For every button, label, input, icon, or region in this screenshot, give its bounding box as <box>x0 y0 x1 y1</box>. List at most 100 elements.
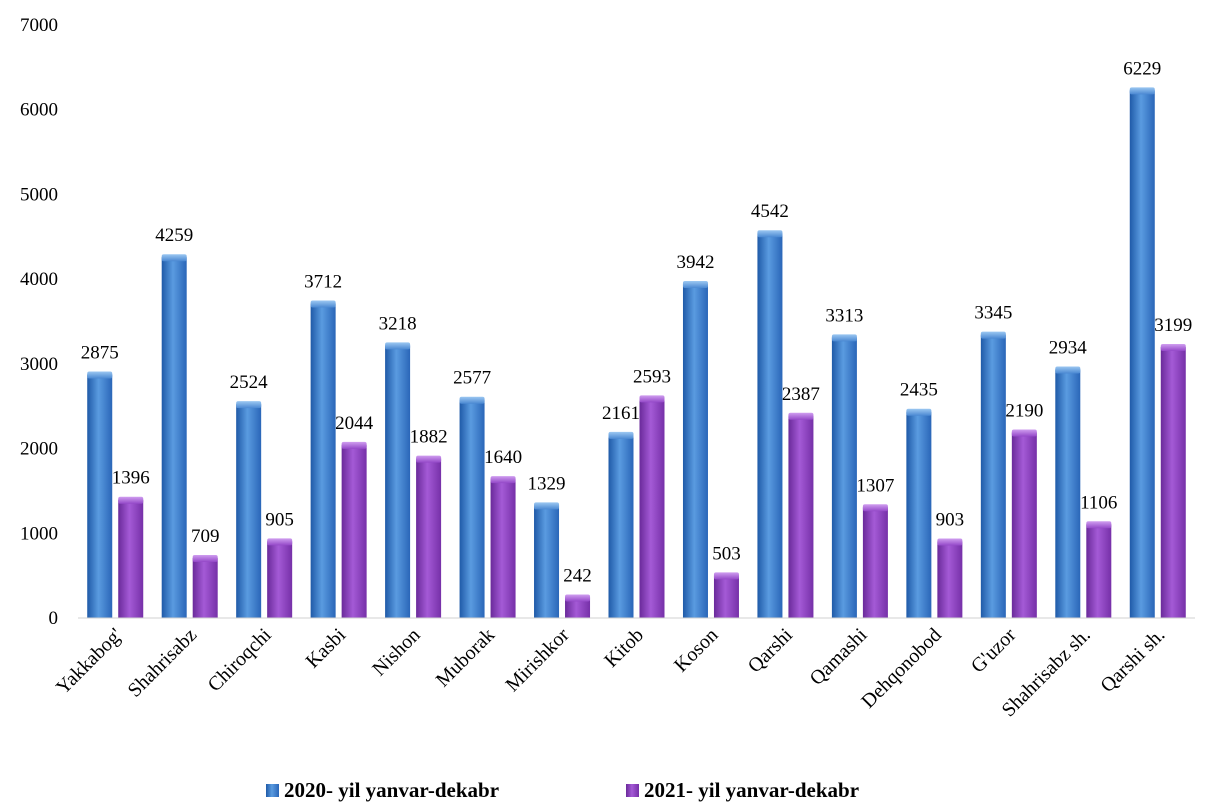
data-label: 709 <box>191 526 220 547</box>
bar-1 <box>937 538 963 618</box>
bar-cap <box>937 538 963 546</box>
legend-item: 2021- yil yanvar-dekabr <box>626 778 859 802</box>
data-label: 3199 <box>1154 315 1192 336</box>
bar-cap <box>534 502 560 510</box>
y-tick-label: 7000 <box>20 15 58 36</box>
data-label: 2190 <box>1005 400 1043 421</box>
bar-0 <box>310 300 336 618</box>
bar-body <box>906 411 932 618</box>
bar-1 <box>267 538 293 618</box>
bar-body <box>192 557 218 618</box>
data-label: 3942 <box>676 252 714 273</box>
y-tick-label: 0 <box>49 608 59 629</box>
x-tick-label: Mirishkor <box>501 624 573 696</box>
bar-body <box>980 334 1006 618</box>
bar-body <box>831 337 857 618</box>
bar-body <box>713 575 739 618</box>
bar-body <box>267 541 293 618</box>
bar-cap <box>980 331 1006 339</box>
data-label: 2934 <box>1049 337 1088 358</box>
data-label: 6229 <box>1123 58 1161 79</box>
x-tick-label: Kasbi <box>302 624 351 673</box>
bar-cap <box>1055 366 1081 374</box>
bar-body <box>118 499 144 618</box>
y-tick-label: 5000 <box>20 184 58 205</box>
bar-0 <box>831 334 857 618</box>
legend: 2020- yil yanvar-dekabr 2021- yil yanvar-… <box>266 778 859 802</box>
x-tick-label: Nishon <box>368 624 424 680</box>
bar-cap <box>565 594 591 602</box>
data-label: 2387 <box>782 384 820 405</box>
bar-cap <box>341 441 367 449</box>
bar-1 <box>118 496 144 618</box>
bar-cap <box>118 496 144 504</box>
bar-cap <box>267 538 293 546</box>
data-label: 1882 <box>410 427 448 448</box>
data-label: 1329 <box>528 473 566 494</box>
legend-swatch <box>266 784 279 797</box>
bar-cap <box>1129 87 1155 95</box>
data-label: 3345 <box>974 303 1012 324</box>
x-axis: Yakkabog'Shahrisabz Chiroqchi Kasbi Nishon M… <box>52 617 1195 721</box>
data-label: 4542 <box>751 201 789 222</box>
legend-item: 2020- yil yanvar-dekabr <box>266 778 499 802</box>
bar-cap <box>1086 521 1112 529</box>
legend-label: 2021- yil yanvar-dekabr <box>644 778 859 802</box>
x-tick-label: Shahrisabz <box>124 624 202 702</box>
data-label: 2524 <box>230 372 269 393</box>
data-label: 2435 <box>900 380 938 401</box>
bar-body <box>236 404 262 618</box>
bar-body <box>862 507 888 618</box>
bar-cap <box>192 554 218 562</box>
x-tick-label: Koson <box>670 624 722 676</box>
bar-cap <box>831 334 857 342</box>
y-axis: 0 1000 2000 3000 4000 5000 6000 7000 <box>20 15 58 629</box>
legend-swatch <box>626 784 639 797</box>
data-label: 2875 <box>81 342 119 363</box>
bar-cap <box>490 476 516 484</box>
bar-0 <box>385 342 411 618</box>
data-label: 903 <box>936 510 965 531</box>
x-tick-label: Dehqonobod <box>857 624 946 713</box>
bar-cap <box>416 455 442 463</box>
bar-1 <box>713 572 739 618</box>
y-tick-label: 4000 <box>20 269 58 290</box>
bar-0 <box>236 401 262 618</box>
bar-cap <box>161 254 187 262</box>
bar-0 <box>1055 366 1081 618</box>
bar-cap <box>639 395 665 403</box>
bar-cap <box>385 342 411 350</box>
bar-0 <box>906 408 932 618</box>
bar-body <box>310 303 336 618</box>
bar-0 <box>682 281 708 618</box>
x-tick-label: Qarshi <box>744 624 798 678</box>
bar-cap <box>682 281 708 289</box>
bar-body <box>161 257 187 618</box>
bar-0 <box>608 431 634 618</box>
x-tick-label: Kitob <box>600 624 648 672</box>
bar-body <box>788 415 814 618</box>
bar-body <box>87 374 113 618</box>
bar-0 <box>459 396 485 618</box>
bar-cap <box>1011 429 1037 437</box>
bar-body <box>1129 90 1155 619</box>
bar-body <box>490 479 516 618</box>
bar-1 <box>639 395 665 618</box>
y-tick-label: 6000 <box>20 100 58 121</box>
bar-1 <box>341 441 367 618</box>
data-label: 1307 <box>856 475 894 496</box>
data-label: 3712 <box>304 272 342 293</box>
bar-cap <box>236 401 262 409</box>
bars <box>87 87 1186 619</box>
bar-cap <box>713 572 739 580</box>
bar-1 <box>1011 429 1037 618</box>
data-label: 3313 <box>825 305 863 326</box>
bar-1 <box>1086 521 1112 618</box>
bar-body <box>608 434 634 618</box>
bar-1 <box>192 554 218 618</box>
bar-cap <box>788 412 814 420</box>
y-tick-label: 2000 <box>20 439 58 460</box>
bar-body <box>416 458 442 618</box>
x-tick-label: Chiroqchi <box>204 624 276 696</box>
